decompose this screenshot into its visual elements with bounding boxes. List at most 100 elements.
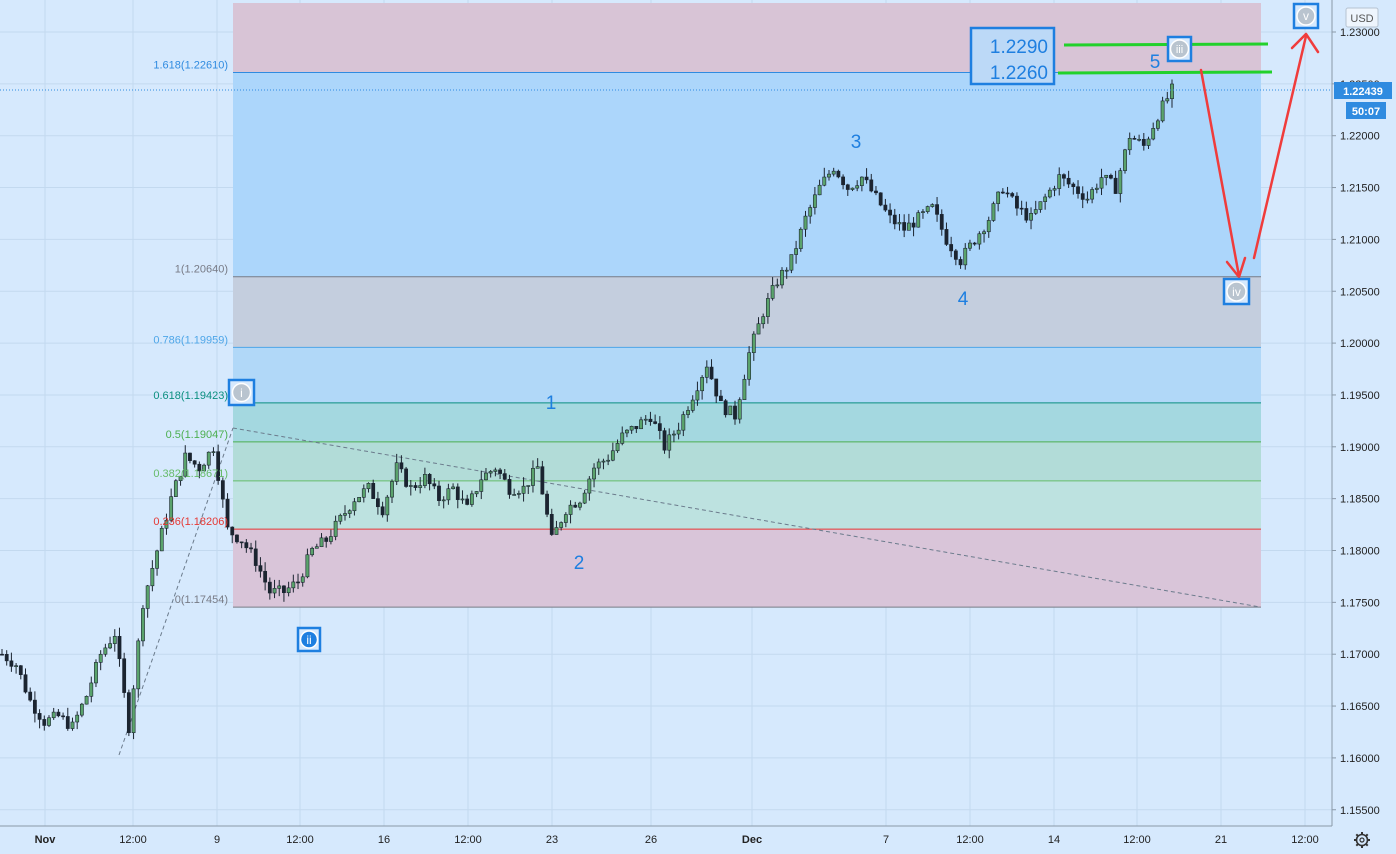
candle — [437, 480, 441, 506]
candle — [1099, 168, 1104, 196]
projection-up-arrowhead — [1290, 32, 1320, 54]
fib-zone-0786 — [233, 347, 1261, 403]
fib-zone-0382 — [233, 480, 1261, 530]
candle — [850, 187, 855, 192]
candle — [197, 461, 202, 479]
candle — [700, 375, 705, 400]
candle — [1109, 173, 1113, 180]
y-tick-label: 1.16500 — [1340, 701, 1380, 713]
target-line-lower — [1057, 70, 1273, 75]
x-tick-label: 12:00 — [119, 834, 147, 846]
candle — [587, 476, 592, 501]
candle — [667, 428, 672, 459]
candle — [150, 560, 155, 592]
candle — [347, 509, 352, 519]
candle — [531, 460, 535, 493]
candle — [1052, 185, 1057, 197]
candle — [460, 490, 465, 504]
candle — [122, 652, 127, 698]
candle — [596, 458, 601, 475]
candle — [789, 254, 794, 274]
candle — [366, 482, 371, 493]
candle — [972, 241, 977, 246]
candle — [23, 668, 28, 694]
price-axis-bg — [1332, 0, 1396, 826]
fib-zones — [233, 3, 1261, 608]
candle — [329, 529, 333, 545]
candle — [394, 453, 399, 486]
fib-level-label: 0.236(1.18206) — [153, 516, 228, 528]
candle — [1127, 132, 1132, 155]
candle — [225, 493, 230, 530]
candle — [1071, 182, 1076, 195]
candle — [549, 508, 554, 536]
candle — [192, 460, 197, 468]
candle — [244, 539, 249, 553]
y-tick-label: 1.21000 — [1340, 234, 1380, 246]
candle — [79, 702, 84, 718]
candle — [498, 467, 502, 480]
candle — [568, 500, 573, 524]
candles — [0, 79, 1174, 740]
candle — [883, 198, 888, 212]
y-tick-label: 1.17000 — [1340, 649, 1380, 661]
x-tick-label: 12:00 — [1123, 834, 1151, 846]
candle — [479, 470, 484, 500]
candle — [897, 213, 902, 231]
price-axis: 1.230001.225001.220001.215001.210001.205… — [1331, 0, 1396, 826]
candle — [836, 169, 841, 179]
candle — [733, 400, 737, 425]
candle — [56, 709, 61, 718]
candle — [939, 209, 944, 236]
candle — [803, 210, 808, 237]
candle — [578, 501, 582, 511]
wave-iv-text: iv — [1232, 285, 1241, 299]
candle — [1123, 148, 1127, 174]
candle — [521, 477, 526, 502]
candle — [554, 520, 559, 535]
candle — [775, 278, 780, 289]
y-tick-label: 1.18000 — [1340, 546, 1380, 558]
candle — [615, 439, 620, 453]
last-price-tag — [1334, 82, 1392, 99]
candle — [1094, 183, 1099, 194]
candle — [484, 467, 488, 481]
fib-zone-top — [233, 3, 1261, 73]
candle — [845, 183, 850, 196]
candle — [672, 430, 676, 443]
target-box-frame — [969, 26, 1056, 86]
wave-v-text: v — [1303, 9, 1309, 23]
candle — [1165, 91, 1170, 104]
candle — [982, 229, 986, 243]
wave-labels: 1 2 3 4 5 — [546, 52, 1161, 574]
candle — [61, 712, 65, 720]
candle — [1015, 192, 1019, 216]
candle — [1066, 170, 1071, 188]
wave-i-text: i — [240, 386, 243, 400]
x-tick-label: 23 — [546, 834, 558, 846]
wave-ii-text: ii — [306, 633, 311, 647]
fib-level-label: 0.618(1.19423) — [153, 390, 228, 402]
x-tick-label: 12:00 — [286, 834, 314, 846]
settings-gear-icon[interactable] — [1354, 832, 1370, 848]
candle — [996, 191, 1001, 212]
candle — [385, 494, 390, 522]
currency-button[interactable] — [1345, 7, 1379, 28]
candle — [906, 213, 911, 231]
candle — [925, 205, 930, 214]
candle — [953, 248, 958, 266]
candle — [709, 359, 714, 380]
candle — [892, 208, 897, 230]
candle — [1043, 193, 1048, 210]
candle — [968, 239, 972, 251]
candle — [676, 422, 681, 440]
y-tick-label: 1.17500 — [1340, 597, 1380, 609]
candle — [14, 663, 18, 674]
candle — [780, 267, 784, 289]
candle — [756, 317, 761, 335]
candle — [798, 227, 803, 252]
candle — [239, 541, 244, 549]
y-tick-label: 1.16000 — [1340, 753, 1380, 765]
candle — [512, 488, 517, 496]
